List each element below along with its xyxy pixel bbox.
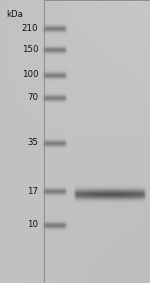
Text: 100: 100 [22, 70, 38, 80]
Text: 150: 150 [22, 45, 38, 54]
Bar [44, 0, 150, 283]
Text: 17: 17 [27, 186, 38, 196]
Text: 210: 210 [22, 24, 38, 33]
Text: 10: 10 [27, 220, 38, 230]
Text: 35: 35 [27, 138, 38, 147]
Text: 70: 70 [27, 93, 38, 102]
Text: kDa: kDa [6, 10, 23, 19]
